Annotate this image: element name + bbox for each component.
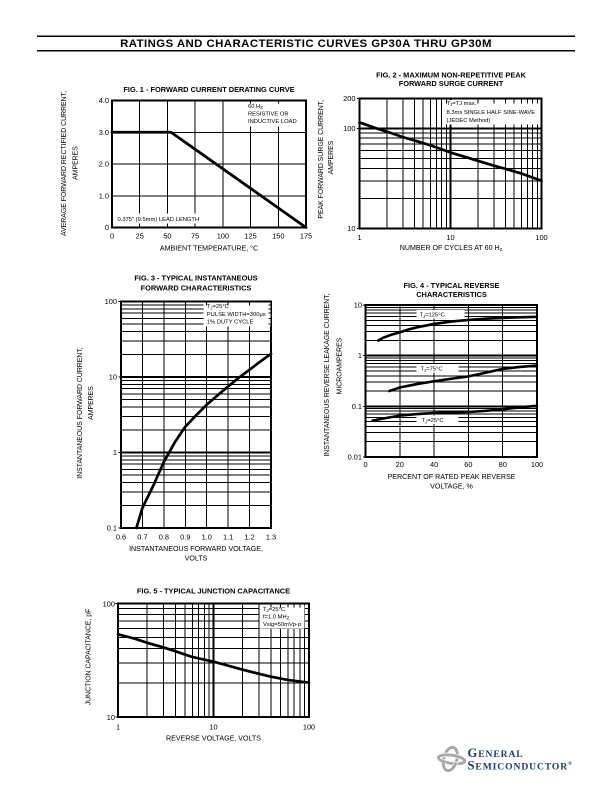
svg-text:20: 20 xyxy=(396,460,404,469)
svg-text:0: 0 xyxy=(363,460,367,469)
svg-text:200: 200 xyxy=(343,94,355,103)
svg-text:1% DUTY CYCLE: 1% DUTY CYCLE xyxy=(207,320,254,326)
svg-text:INSTANTANEOUS FORWARD CURRENT,: INSTANTANEOUS FORWARD CURRENT, xyxy=(77,347,84,479)
svg-text:1: 1 xyxy=(116,723,120,732)
svg-text:125: 125 xyxy=(244,232,256,241)
svg-text:TJ=TJ max.: TJ=TJ max. xyxy=(447,101,477,107)
svg-text:1.0: 1.0 xyxy=(202,533,212,542)
svg-text:60: 60 xyxy=(464,460,472,469)
svg-text:Vsig=50mVp-p: Vsig=50mVp-p xyxy=(263,622,301,628)
svg-text:AVERAGE FORWARD RECTIFIED CURR: AVERAGE FORWARD RECTIFIED CURRENT, xyxy=(61,91,68,236)
svg-text:PULSE WIDTH=300µs: PULSE WIDTH=300µs xyxy=(207,312,266,318)
svg-text:MICROAMPERES: MICROAMPERES xyxy=(337,337,344,394)
svg-text:10: 10 xyxy=(109,373,117,382)
svg-text:(JEDEC Method): (JEDEC Method) xyxy=(447,118,491,124)
svg-text:SEMICONDUCTOR®: SEMICONDUCTOR® xyxy=(468,758,574,772)
svg-text:FIG. 4 - TYPICAL REVERSE: FIG. 4 - TYPICAL REVERSE xyxy=(404,281,500,290)
svg-text:FIG. 1 - FORWARD CURRENT DERA: FIG. 1 - FORWARD CURRENT DERATING CURVE xyxy=(123,85,294,94)
svg-text:0.1: 0.1 xyxy=(107,524,117,533)
svg-text:GENERAL: GENERAL xyxy=(468,746,524,760)
svg-text:CHARACTERISTICS: CHARACTERISTICS xyxy=(416,290,487,299)
svg-text:10: 10 xyxy=(209,723,217,732)
svg-text:10: 10 xyxy=(354,301,362,310)
svg-text:RATINGS AND CHARACTERISTIC CUR: RATINGS AND CHARACTERISTIC CURVES GP30A … xyxy=(120,38,492,50)
svg-text:AMBIENT TEMPERATURE, °C: AMBIENT TEMPERATURE, °C xyxy=(160,245,258,253)
svg-text:FIG. 3 - TYPICAL INSTANTANEOUS: FIG. 3 - TYPICAL INSTANTANEOUS xyxy=(134,274,257,283)
svg-text:150: 150 xyxy=(272,232,284,241)
svg-text:0.1: 0.1 xyxy=(352,402,362,411)
svg-text:FORWARD SURGE CURRENT: FORWARD SURGE CURRENT xyxy=(399,79,504,88)
svg-text:RESISTIVE OR: RESISTIVE OR xyxy=(248,112,289,118)
svg-text:10: 10 xyxy=(107,713,115,722)
svg-text:1: 1 xyxy=(357,233,361,242)
svg-text:25: 25 xyxy=(136,232,144,241)
svg-text:TJ=25°C: TJ=25°C xyxy=(422,418,444,424)
svg-text:100: 100 xyxy=(303,723,315,732)
svg-text:0.6: 0.6 xyxy=(116,533,126,542)
svg-text:1.2: 1.2 xyxy=(244,533,254,542)
svg-text:NUMBER OF CYCLES AT 60 HZ: NUMBER OF CYCLES AT 60 HZ xyxy=(400,244,503,252)
svg-text:FORWARD CHARACTERISTICS: FORWARD CHARACTERISTICS xyxy=(141,284,252,293)
svg-text:40: 40 xyxy=(430,460,438,469)
svg-text:1: 1 xyxy=(113,448,117,457)
svg-text:2.0: 2.0 xyxy=(99,160,109,169)
svg-text:100: 100 xyxy=(535,233,547,242)
svg-text:1.3: 1.3 xyxy=(266,533,276,542)
svg-text:REVERSE VOLTAGE, VOLTS: REVERSE VOLTAGE, VOLTS xyxy=(166,735,261,743)
svg-text:FIG. 2 - MAXIMUM NON-REPETITIV: FIG. 2 - MAXIMUM NON-REPETITIVE PEAK xyxy=(376,70,527,79)
svg-text:INSTANTANEOUS FORWARD VOLTAGE,: INSTANTANEOUS FORWARD VOLTAGE, xyxy=(129,545,263,553)
svg-text:TJ=125°C: TJ=125°C xyxy=(420,313,445,319)
svg-text:0: 0 xyxy=(105,223,109,232)
svg-text:INDUCTIVE LOAD: INDUCTIVE LOAD xyxy=(248,119,297,125)
svg-text:0.7: 0.7 xyxy=(137,533,147,542)
svg-text:0.8: 0.8 xyxy=(159,533,169,542)
svg-text:100: 100 xyxy=(217,232,229,241)
svg-text:JUNCTION CAPACITANCE, pF: JUNCTION CAPACITANCE, pF xyxy=(86,609,93,706)
svg-text:1.1: 1.1 xyxy=(223,533,233,542)
svg-text:FIG. 5 - TYPICAL JUNCTION CAPA: FIG. 5 - TYPICAL JUNCTION CAPACITANCE xyxy=(137,587,290,596)
svg-text:60 HZ: 60 HZ xyxy=(248,104,263,110)
svg-text:50: 50 xyxy=(163,232,171,241)
svg-text:AMPERES: AMPERES xyxy=(88,386,95,420)
svg-text:0.01: 0.01 xyxy=(348,452,362,461)
svg-text:PEAK FORWARD SURGE CURRENT,: PEAK FORWARD SURGE CURRENT, xyxy=(318,100,325,219)
svg-text:1: 1 xyxy=(358,351,362,360)
svg-text:INSTANTANEOUS REVERSE LEAKAGE: INSTANTANEOUS REVERSE LEAKAGE CURRENT, xyxy=(324,293,331,456)
svg-text:VOLTAGE, %: VOLTAGE, % xyxy=(430,483,473,491)
svg-text:PERCENT OF RATED PEAK REVERSE: PERCENT OF RATED PEAK REVERSE xyxy=(388,473,516,481)
svg-text:AMPERES: AMPERES xyxy=(73,146,80,180)
svg-text:100: 100 xyxy=(103,600,115,609)
svg-text:f=1.0 MHZ: f=1.0 MHZ xyxy=(263,614,290,620)
svg-text:10: 10 xyxy=(347,224,355,233)
svg-text:0: 0 xyxy=(110,232,114,241)
svg-text:100: 100 xyxy=(105,297,117,306)
svg-text:75: 75 xyxy=(191,232,199,241)
svg-text:0.375" (9.5mm) LEAD LENGTH: 0.375" (9.5mm) LEAD LENGTH xyxy=(118,217,200,223)
svg-text:TJ=25°C: TJ=25°C xyxy=(207,304,229,310)
svg-text:1.0: 1.0 xyxy=(99,191,109,200)
svg-text:80: 80 xyxy=(499,460,507,469)
svg-text:4.0: 4.0 xyxy=(99,96,109,105)
svg-text:8.3ms SINGLE HALF SINE-WAVE: 8.3ms SINGLE HALF SINE-WAVE xyxy=(447,110,536,116)
svg-text:0.9: 0.9 xyxy=(180,533,190,542)
svg-text:TJ=75°C: TJ=75°C xyxy=(421,367,443,373)
svg-text:TJ=25°C: TJ=25°C xyxy=(263,607,285,613)
svg-text:175: 175 xyxy=(300,232,312,241)
svg-text:AMPERES: AMPERES xyxy=(328,140,335,174)
svg-text:10: 10 xyxy=(446,233,454,242)
svg-text:100: 100 xyxy=(531,460,543,469)
svg-text:3.0: 3.0 xyxy=(99,128,109,137)
svg-text:VOLTS: VOLTS xyxy=(185,555,208,563)
svg-text:100: 100 xyxy=(343,124,355,133)
